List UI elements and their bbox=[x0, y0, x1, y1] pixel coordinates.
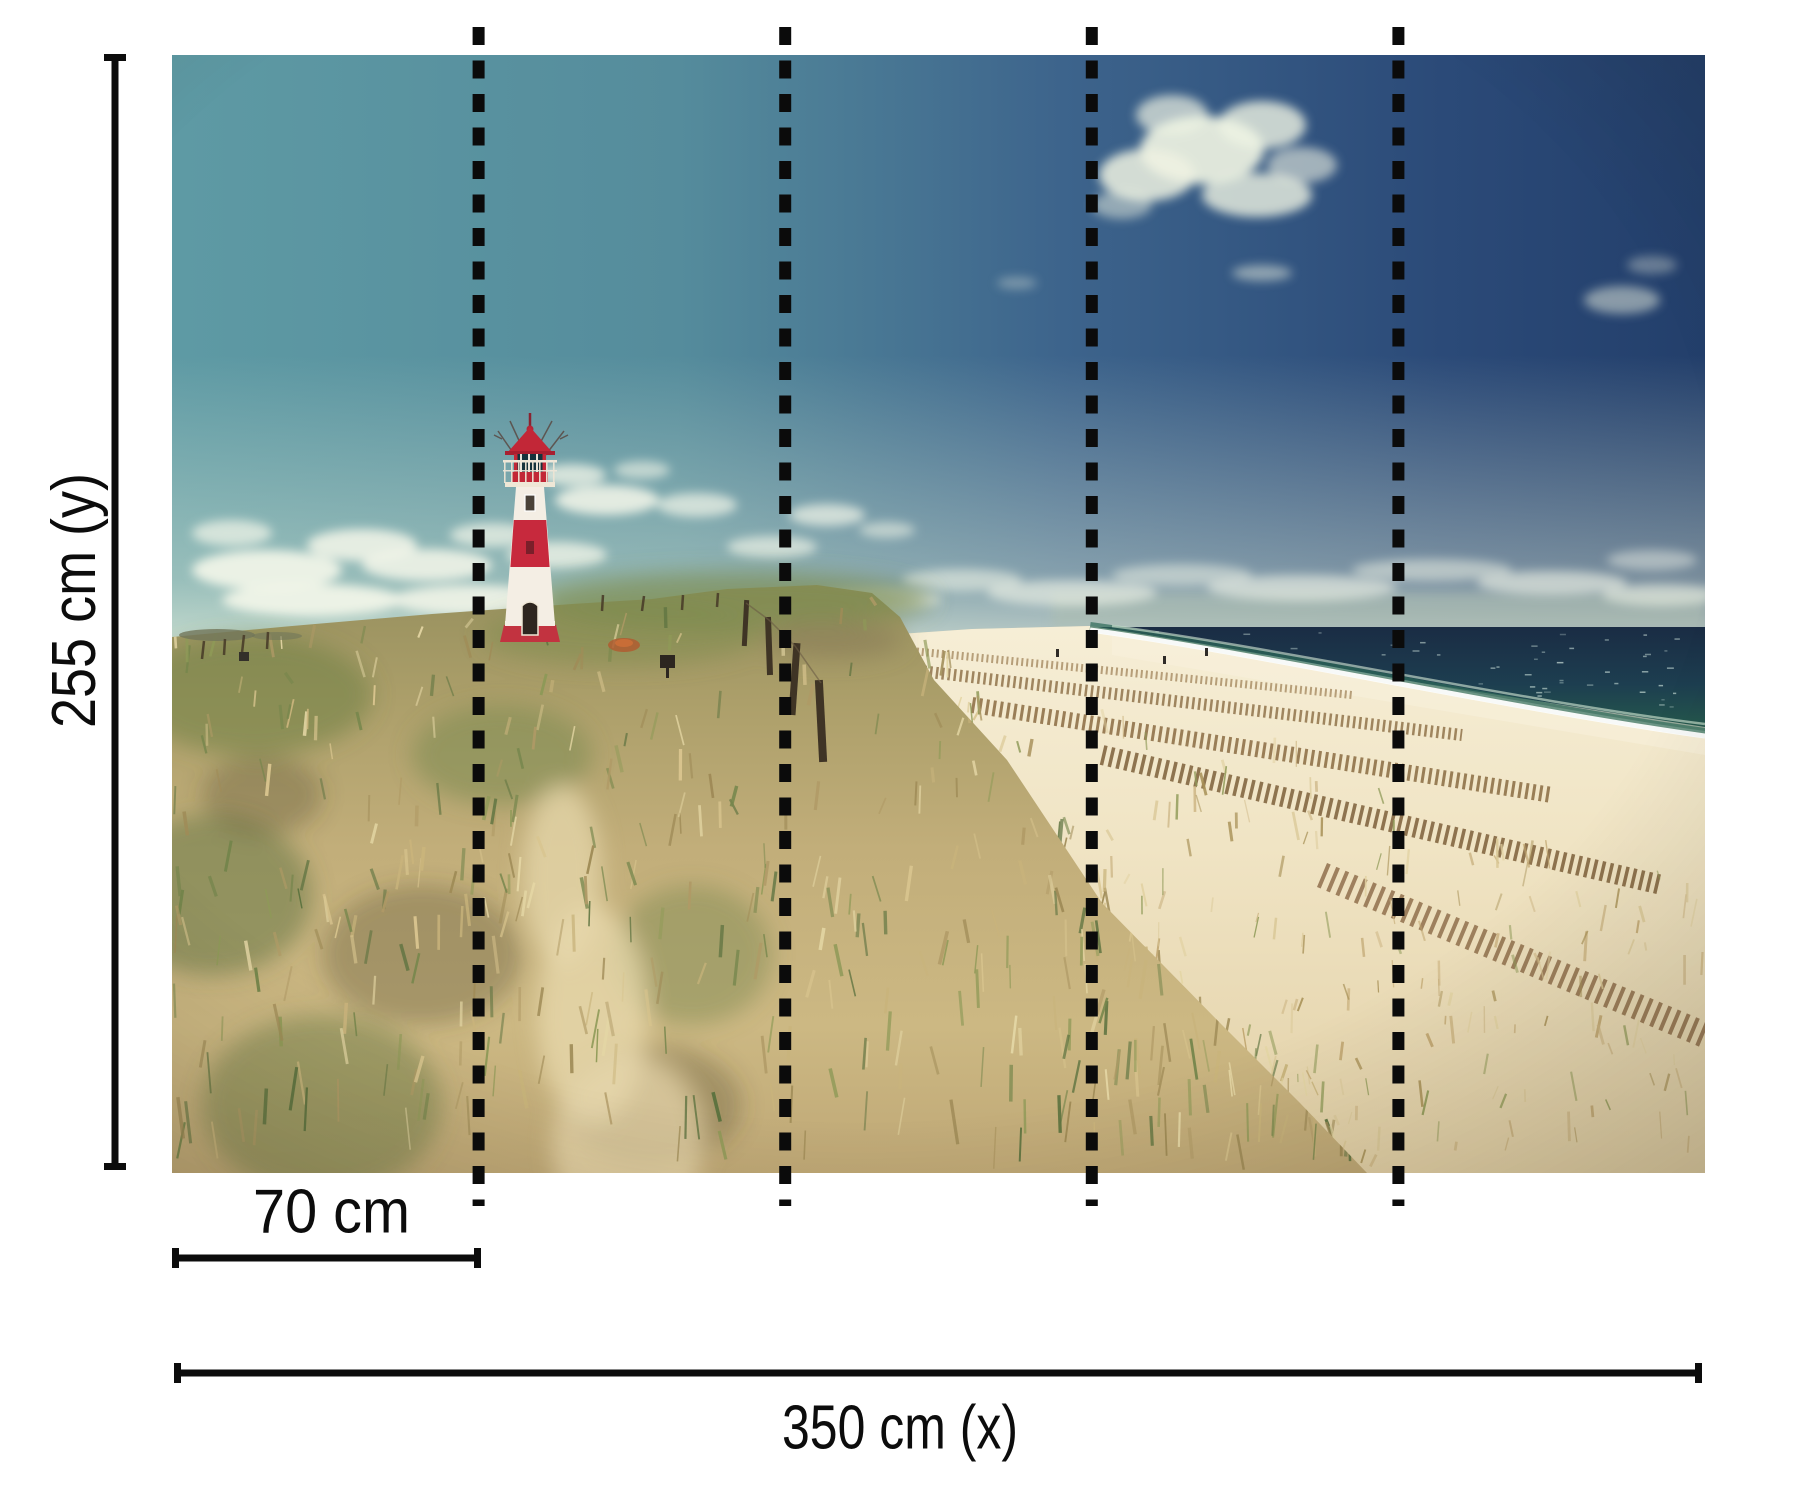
panel-width-label: 70 cm bbox=[253, 1178, 410, 1247]
mural-preview-image bbox=[172, 55, 1705, 1173]
total-width-label: 350 cm (x) bbox=[782, 1394, 1018, 1463]
height-dimension-label: 255 cm (y) bbox=[40, 473, 109, 728]
